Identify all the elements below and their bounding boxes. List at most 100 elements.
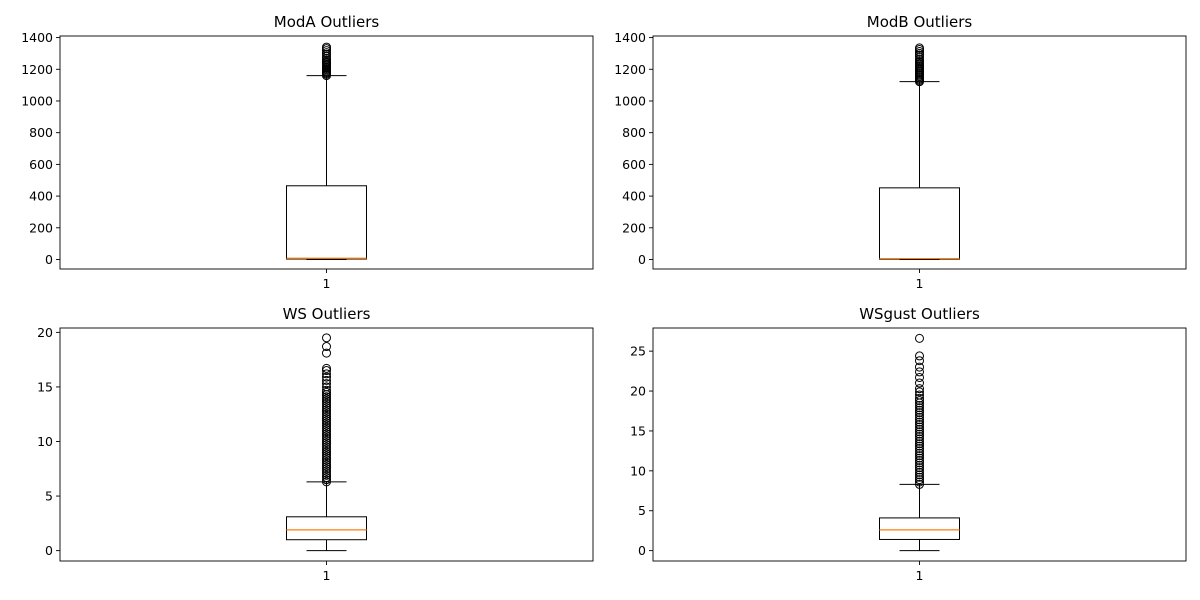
outlier-point [322,453,331,463]
outlier-point [322,400,331,410]
y-tick-label: 15 [37,379,53,394]
outlier-point [322,464,331,474]
outlier-point [322,416,331,426]
outlier-point [322,455,331,465]
outlier-point [915,448,924,458]
outlier-point [322,369,331,379]
outlier-point [322,385,331,395]
outlier-point [915,451,924,461]
y-tick-label: 1000 [21,93,53,108]
outlier-point [915,333,924,343]
outlier-point [322,431,331,441]
outlier-point [322,379,331,389]
y-tick-label: 0 [638,543,646,558]
outlier-point [915,390,924,400]
chart-title: WSgust Outliers [859,305,980,323]
y-tick-label: 20 [37,325,53,340]
y-tick-label: 400 [622,189,646,204]
chart-panel-4: WSgust Outliers 0 5 10 15 20 25 1 [630,305,1187,583]
y-tick-label: 15 [630,423,646,438]
y-tick-label: 1200 [614,62,646,77]
y-tick-label: 0 [638,252,646,267]
outlier-point [915,378,924,388]
outlier-point [322,429,331,439]
outlier-point [915,410,924,420]
outlier-point [915,396,924,406]
iqr-box [879,517,960,540]
outlier-point [915,434,924,444]
y-tick-label: 5 [45,489,53,504]
outlier-point [322,475,331,485]
outlier-point [322,418,331,428]
outlier-point [322,466,331,476]
outlier-point [915,475,924,485]
y-tick-label: 400 [29,189,53,204]
outlier-point [322,457,331,467]
y-tick-label: 10 [37,434,53,449]
outlier-point [322,407,331,417]
y-tick-label: 600 [622,157,646,172]
outlier-point [915,432,924,442]
outlier-point [322,420,331,430]
outlier-point [915,356,924,366]
outlier-point [322,405,331,415]
y-tick-label: 0 [45,252,53,267]
outlier-point [322,477,331,487]
outlier-point [915,443,924,453]
outlier-point [915,467,924,477]
outlier-point [915,453,924,463]
outlier-point [322,363,331,373]
outlier-point [322,392,331,402]
x-tick-label: 1 [323,568,331,583]
outlier-point [322,427,331,437]
outlier-point [322,409,331,419]
y-tick-label: 800 [622,125,646,140]
outlier-point [915,463,924,473]
outlier-point [322,451,331,461]
outlier-point [915,460,924,470]
outlier-point [915,422,924,432]
x-tick-label: 1 [916,568,924,583]
outlier-point [322,449,331,459]
outlier-point [915,479,924,489]
outlier-point [915,408,924,418]
chart-panel-1: ModA Outliers 0 200 400 600 800 1000 1200 1400 1 [21,13,594,291]
outlier-point [322,433,331,443]
outlier-point [915,446,924,456]
outlier-point [322,342,331,352]
iqr-box [286,516,367,541]
outlier-point [322,382,331,392]
outlier-point [915,429,924,439]
x-tick-label: 1 [916,276,924,291]
outlier-point [322,394,331,404]
outlier-point [915,372,924,382]
outlier-point [322,444,331,454]
outlier-point [322,348,331,358]
outlier-point [322,398,331,408]
chart-panel-2: ModB Outliers 0 200 400 600 800 1000 1200 1400 1 [614,13,1187,291]
outlier-point [915,472,924,482]
outlier-point [915,412,924,422]
y-tick-label: 200 [622,220,646,235]
outlier-point [322,438,331,448]
outlier-point [915,387,924,397]
outlier-point [915,465,924,475]
outlier-point [322,375,331,385]
chart-panel-3: WS Outliers 0 5 10 15 20 1 [37,305,594,583]
outlier-point [322,442,331,452]
outlier-point [915,43,924,53]
iqr-box [879,187,960,260]
y-tick-label: 1400 [21,30,53,45]
chart-title: WS Outliers [283,305,371,323]
outlier-point [915,436,924,446]
outlier-point [322,411,331,421]
outlier-point [915,351,924,361]
y-tick-label: 1400 [614,30,646,45]
outlier-point [915,403,924,413]
outlier-point [322,424,331,434]
y-tick-label: 800 [29,125,53,140]
outlier-point [915,393,924,403]
outlier-point [915,400,924,410]
outlier-point [322,414,331,424]
